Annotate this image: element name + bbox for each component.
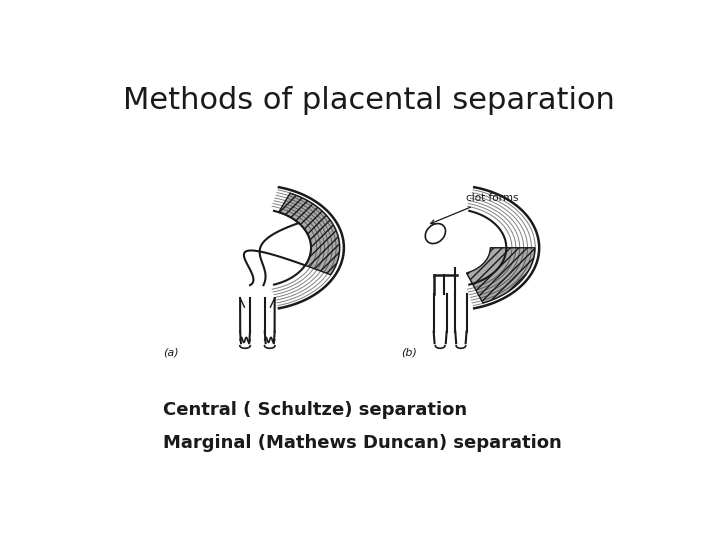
Text: clot forms: clot forms — [431, 193, 518, 224]
Text: Central ( Schultze) separation: Central ( Schultze) separation — [163, 401, 467, 419]
Polygon shape — [279, 193, 340, 275]
Polygon shape — [467, 248, 535, 303]
Text: Methods of placental separation: Methods of placental separation — [123, 85, 615, 114]
Text: (b): (b) — [402, 348, 418, 357]
Ellipse shape — [426, 224, 446, 244]
Text: (a): (a) — [163, 348, 179, 357]
Text: Marginal (Mathews Duncan) separation: Marginal (Mathews Duncan) separation — [163, 434, 562, 452]
